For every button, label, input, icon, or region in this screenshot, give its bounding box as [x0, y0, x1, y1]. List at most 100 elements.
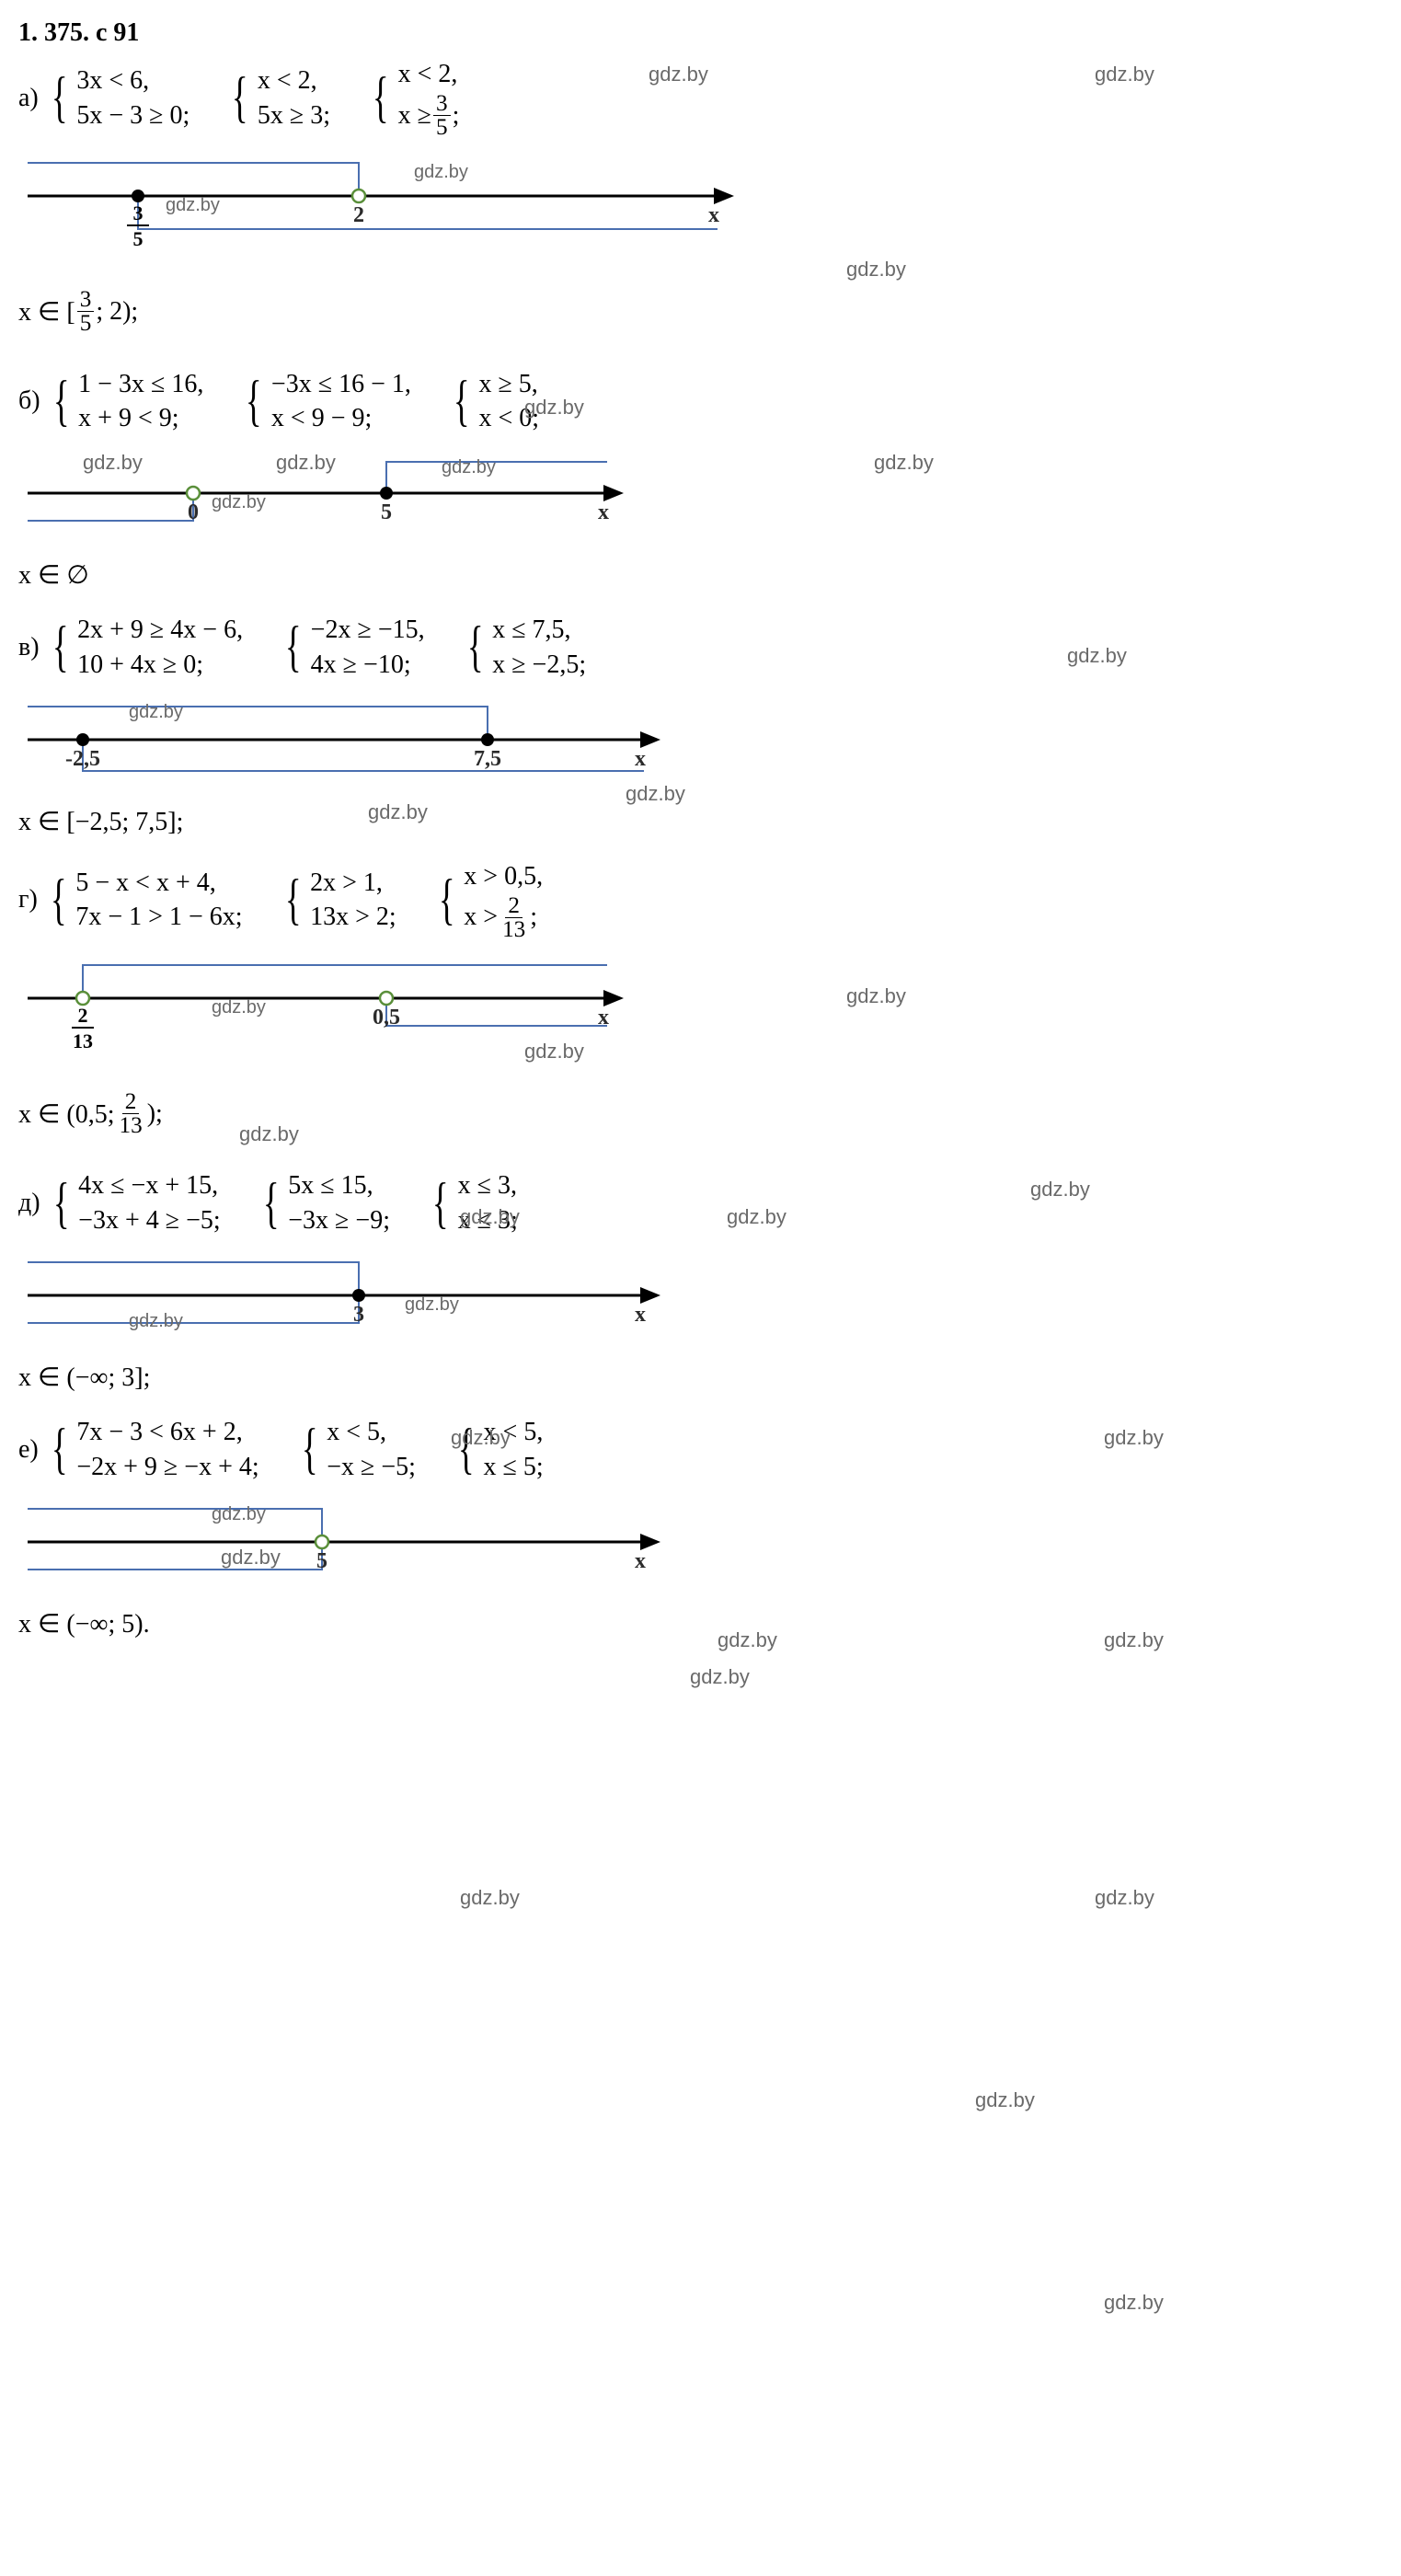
svg-text:2: 2: [78, 1004, 88, 1027]
watermark-text: gdz.by: [460, 1886, 520, 1910]
svg-text:13: 13: [73, 1029, 93, 1052]
numline-b: x05gdz.bygdz.by: [18, 456, 1383, 552]
svg-text:gdz.by: gdz.by: [129, 1311, 183, 1331]
svg-text:x: x: [598, 500, 609, 524]
number-line-svg: x5gdz.by: [18, 1505, 662, 1593]
answer-d: x ∈ (−∞; 3];: [18, 1362, 1383, 1393]
eq: 5x ≤ 15,: [288, 1168, 390, 1203]
eq: x ≤ 3,: [458, 1168, 518, 1203]
eq: x < 5,: [327, 1415, 416, 1450]
system-g1: 5 − x < x + 4, 7x − 1 > 1 − 6x;: [45, 866, 243, 936]
system-v3: x ≤ 7,5, x ≥ −2,5;: [462, 613, 587, 683]
watermark-text: gdz.by: [975, 2088, 1035, 2112]
svg-text:gdz.by: gdz.by: [405, 1294, 459, 1315]
den: 13: [117, 1114, 145, 1137]
system-e2: x < 5, −x ≥ −5;: [296, 1415, 416, 1485]
eq: 5 − x < x + 4,: [75, 866, 242, 901]
part-v-label: в): [18, 633, 40, 662]
system-g3: x > 0,5, x > 213 ;: [433, 859, 543, 941]
eq: 1 − 3x ≤ 16,: [78, 367, 203, 402]
eq: x ≤ 5;: [484, 1450, 544, 1485]
system-a1: 3x < 6, 5x − 3 ≥ 0;: [46, 63, 190, 133]
svg-text:gdz.by: gdz.by: [166, 195, 220, 215]
numline-d: x 3 gdz.by gdz.by: [18, 1259, 1383, 1354]
svg-text:gdz.by: gdz.by: [212, 997, 266, 1018]
watermark-text: gdz.by: [690, 1665, 750, 1689]
eq: x < 5,: [484, 1415, 544, 1450]
svg-text:gdz.by: gdz.by: [212, 492, 266, 512]
eq: 7x − 3 < 6x + 2,: [76, 1415, 258, 1450]
text: ;: [453, 98, 460, 133]
eq: x ≥ 35 ;: [398, 92, 460, 139]
svg-text:x: x: [635, 1303, 646, 1327]
text: x ≥: [398, 98, 431, 133]
eq: 2x > 1,: [310, 866, 396, 901]
eq: 3x < 6,: [76, 63, 189, 98]
svg-text:2: 2: [353, 203, 364, 227]
text: ; 2);: [96, 297, 138, 327]
eq: −3x ≥ −9;: [288, 1203, 390, 1238]
text: x ∈ [: [18, 296, 75, 328]
eq: 2x + 9 ≥ 4x − 6,: [77, 613, 243, 648]
num: 2: [122, 1090, 140, 1114]
text: );: [147, 1099, 163, 1129]
eq: −3x ≤ 16 − 1,: [271, 367, 411, 402]
system-d3: x ≤ 3, x ≤ 3;: [427, 1168, 518, 1238]
number-line-svg: x05gdz.bygdz.by: [18, 456, 626, 545]
system-b3: x ≥ 5, x < 0;: [448, 367, 539, 437]
svg-text:3: 3: [353, 1303, 364, 1327]
eq: 5x − 3 ≥ 0;: [76, 98, 189, 133]
system-g2: 2x > 1, 13x > 2;: [280, 866, 396, 936]
number-line-svg: x -2,5 7,5 gdz.by: [18, 703, 662, 791]
den: 5: [77, 312, 95, 335]
text: x ∈ (0,5;: [18, 1098, 115, 1130]
numline-v: x -2,5 7,5 gdz.by: [18, 703, 1383, 799]
svg-text:3: 3: [133, 201, 144, 224]
watermark-text: gdz.by: [239, 1122, 299, 1146]
num: 3: [433, 92, 451, 116]
part-b-label: б): [18, 386, 40, 416]
eq: x ≥ −2,5;: [492, 648, 586, 683]
part-e-row: е) 7x − 3 < 6x + 2, −2x + 9 ≥ −x + 4; x …: [18, 1415, 1383, 1485]
svg-text:5: 5: [133, 227, 144, 250]
system-e3: x < 5, x ≤ 5;: [453, 1415, 544, 1485]
svg-text:x: x: [635, 747, 646, 771]
numline-g: x2130,5gdz.by: [18, 961, 1383, 1079]
part-b-row: б) 1 − 3x ≤ 16, x + 9 < 9; −3x ≤ 16 − 1,…: [18, 367, 1383, 437]
part-a-row: а) 3x < 6, 5x − 3 ≥ 0; x < 2, 5x ≥ 3; x …: [18, 57, 1383, 139]
part-d-label: д): [18, 1189, 40, 1218]
part-d-row: д) 4x ≤ −x + 15, −3x + 4 ≥ −5; 5x ≤ 15, …: [18, 1168, 1383, 1238]
part-g-row: г) 5 − x < x + 4, 7x − 1 > 1 − 6x; 2x > …: [18, 859, 1383, 941]
svg-text:x: x: [635, 1549, 646, 1573]
eq: x ≥ 5,: [478, 367, 539, 402]
eq: x < 2,: [258, 63, 330, 98]
answer-b: x ∈ ∅: [18, 559, 1383, 591]
svg-text:gdz.by: gdz.by: [129, 703, 183, 722]
svg-text:0: 0: [188, 500, 199, 524]
eq: −3x + 4 ≥ −5;: [78, 1203, 221, 1238]
svg-text:x: x: [708, 203, 719, 227]
eq: −x ≥ −5;: [327, 1450, 416, 1485]
system-a3: x < 2, x ≥ 35 ;: [367, 57, 459, 139]
svg-text:-2,5: -2,5: [65, 747, 100, 771]
eq: x < 9 − 9;: [271, 401, 411, 436]
part-g-label: г): [18, 885, 38, 914]
numline-a: x 3 5 2 gdz.by gdz.by: [18, 159, 1383, 277]
system-v2: −2x ≥ −15, 4x ≥ −10;: [280, 613, 425, 683]
eq: x < 2,: [398, 57, 460, 92]
part-v-row: в) 2x + 9 ≥ 4x − 6, 10 + 4x ≥ 0; −2x ≥ −…: [18, 613, 1383, 683]
part-a-label: а): [18, 84, 39, 113]
text: ;: [530, 900, 537, 935]
eq: 5x ≥ 3;: [258, 98, 330, 133]
svg-text:7,5: 7,5: [474, 747, 501, 771]
eq: x < 0;: [478, 401, 539, 436]
svg-text:5: 5: [381, 500, 392, 524]
svg-text:gdz.by: gdz.by: [212, 1505, 266, 1524]
svg-text:gdz.by: gdz.by: [414, 162, 468, 182]
answer-v: x ∈ [−2,5; 7,5];: [18, 806, 1383, 837]
answer-e: x ∈ (−∞; 5).: [18, 1608, 1383, 1639]
number-line-svg: x 3 5 2 gdz.by gdz.by: [18, 159, 736, 270]
den: 5: [433, 116, 451, 139]
part-e-label: е): [18, 1435, 39, 1465]
answer-g: x ∈ (0,5; 213 );: [18, 1090, 163, 1137]
